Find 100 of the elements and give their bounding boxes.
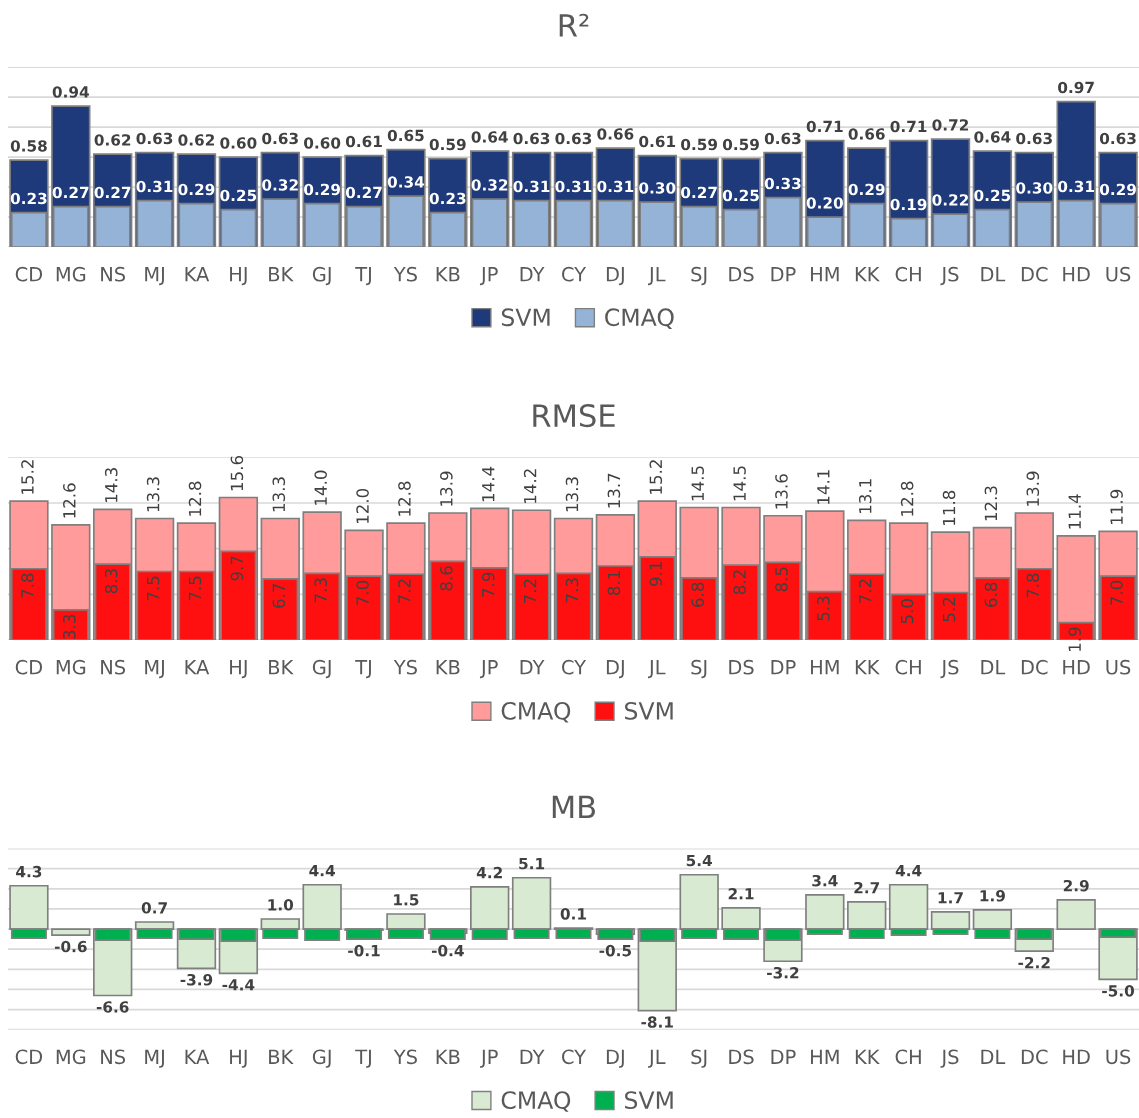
- chart-title: MB: [552, 795, 595, 819]
- data-label: 8.1: [607, 571, 621, 596]
- data-label: 0.32: [262, 179, 298, 191]
- x-tick-label: KK: [855, 660, 880, 675]
- data-label: -5.0: [1102, 985, 1135, 997]
- data-label: 3.3: [63, 614, 76, 639]
- data-label: 0.62: [94, 134, 131, 146]
- data-label: 14.4: [482, 466, 495, 502]
- x-tick-label: MG: [56, 1049, 86, 1065]
- legend-label: SVM: [625, 701, 673, 720]
- data-label: 2.9: [1063, 879, 1089, 892]
- data-label: 0.63: [513, 132, 550, 145]
- data-label: 0.33: [764, 177, 801, 190]
- data-label: -4.4: [222, 979, 255, 991]
- data-label: 9.7: [230, 556, 244, 581]
- x-tick-label: JL: [647, 660, 666, 679]
- data-label: 7.3: [565, 578, 579, 603]
- x-tick-label: TJ: [355, 660, 371, 679]
- x-tick-label: DS: [729, 1049, 754, 1065]
- data-label: 12.8: [188, 481, 202, 516]
- x-tick-label: NS: [101, 659, 126, 675]
- data-label: 13.3: [146, 477, 160, 512]
- x-tick-label: HJ: [230, 660, 247, 679]
- data-label: 11.4: [1068, 494, 1081, 529]
- data-label: 0.25: [974, 189, 1011, 202]
- legend-label: SVM: [501, 308, 550, 327]
- data-label: 6.7: [272, 583, 286, 608]
- data-label: 14.1: [817, 470, 830, 504]
- x-tick-label: DL: [981, 267, 1006, 282]
- x-tick-label: JS: [940, 1049, 959, 1068]
- data-label: 0.31: [555, 180, 592, 193]
- data-label: 4.3: [16, 865, 42, 878]
- x-tick-label: MJ: [145, 660, 164, 679]
- data-label: 0.25: [722, 189, 759, 202]
- data-label: 2.1: [728, 887, 754, 900]
- data-label: 0.23: [10, 192, 47, 205]
- data-label: 0.65: [387, 129, 424, 142]
- data-label: 7.2: [523, 579, 537, 604]
- x-tick-label: JL: [647, 1049, 666, 1068]
- data-label: 0.27: [345, 186, 382, 199]
- data-label: 7.8: [1026, 573, 1040, 598]
- x-tick-label: DJ: [606, 660, 624, 679]
- data-label: 0.71: [890, 120, 927, 133]
- data-label: 0.30: [639, 182, 676, 194]
- x-tick-label: CY: [562, 266, 587, 282]
- x-tick-label: CD: [15, 1049, 43, 1065]
- x-tick-label: JP: [479, 267, 498, 286]
- data-label: 0.63: [136, 132, 173, 145]
- data-label: 12.8: [398, 481, 411, 516]
- chart-title: RMSE: [533, 404, 615, 428]
- x-tick-label: KB: [436, 1049, 460, 1064]
- x-tick-label: YS: [393, 266, 417, 282]
- data-label: 2.7: [854, 881, 880, 894]
- x-tick-label: KK: [855, 267, 880, 282]
- data-label: 0.59: [722, 138, 759, 151]
- data-label: 0.19: [890, 198, 927, 211]
- data-label: 13.7: [607, 473, 621, 508]
- data-label: 4.2: [476, 866, 502, 879]
- x-tick-label: KA: [185, 267, 210, 282]
- data-label: 0.60: [220, 137, 257, 149]
- data-label: 13.9: [1026, 471, 1040, 506]
- data-label: 12.8: [900, 481, 914, 516]
- x-tick-label: MG: [56, 266, 86, 282]
- x-tick-label: DS: [729, 266, 754, 282]
- x-tick-label: CY: [562, 659, 587, 675]
- x-tick-label: DY: [520, 267, 545, 282]
- data-label: -0.6: [54, 940, 87, 953]
- data-label: 14.0: [314, 470, 327, 505]
- x-tick-label: TJ: [355, 1049, 371, 1068]
- legend-label: CMAQ: [501, 701, 571, 723]
- legend-label: CMAQ: [501, 1091, 571, 1112]
- data-label: -8.1: [641, 1016, 673, 1028]
- data-label: 1.9: [1068, 627, 1081, 652]
- x-tick-label: KA: [185, 660, 210, 675]
- data-label: 6.8: [691, 582, 704, 607]
- x-tick-label: GJ: [312, 266, 331, 286]
- x-tick-label: HJ: [230, 267, 247, 286]
- data-label: 0.30: [1016, 182, 1053, 194]
- x-tick-label: DL: [981, 1049, 1006, 1064]
- data-label: 13.9: [440, 471, 453, 506]
- x-tick-label: JL: [647, 267, 666, 286]
- data-label: 8.5: [775, 567, 788, 592]
- data-label: 7.3: [314, 578, 327, 603]
- x-tick-label: US: [1106, 1049, 1131, 1065]
- data-label: 0.34: [387, 176, 425, 188]
- data-label: 7.5: [147, 576, 160, 601]
- x-tick-label: SJ: [691, 1049, 707, 1068]
- data-label: 5.4: [686, 854, 712, 867]
- x-tick-label: SJ: [691, 659, 707, 679]
- data-label: 15.2: [649, 460, 663, 494]
- x-tick-label: CH: [895, 1049, 921, 1065]
- x-tick-label: CY: [562, 1049, 587, 1065]
- chart-title: R²: [559, 13, 589, 37]
- data-label: 0.22: [932, 194, 969, 206]
- data-label: 8.3: [104, 569, 118, 594]
- data-label: 14.5: [691, 466, 704, 501]
- data-label: 8.6: [440, 566, 453, 591]
- x-tick-label: US: [1106, 266, 1131, 282]
- x-tick-label: NS: [101, 1049, 126, 1065]
- x-tick-label: MJ: [145, 267, 164, 286]
